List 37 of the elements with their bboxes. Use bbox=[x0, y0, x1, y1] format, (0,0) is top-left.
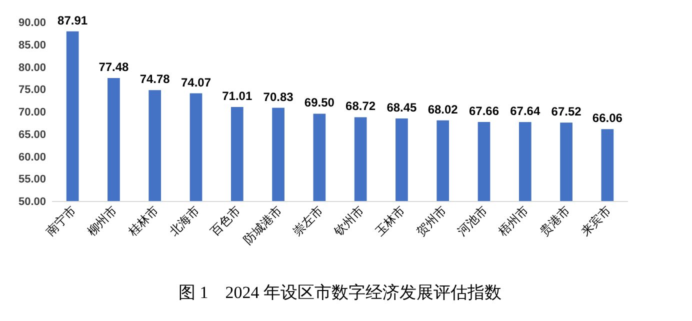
x-tick-label: 贵港市 bbox=[537, 203, 572, 239]
data-label: 67.52 bbox=[551, 104, 582, 119]
x-tick-label: 河池市 bbox=[454, 203, 490, 239]
x-tick-label: 玉林市 bbox=[372, 203, 408, 239]
x-tick-label: 北海市 bbox=[166, 203, 202, 239]
data-label: 68.45 bbox=[386, 100, 418, 114]
data-label: 66.06 bbox=[592, 111, 623, 126]
text: 图 1 2024 年设区市数字经济发展评估指数 bbox=[178, 283, 502, 302]
y-tick-label: 60.00 bbox=[18, 151, 46, 164]
y-tick-label: 50.00 bbox=[18, 196, 46, 208]
x-tick-label: 梧州市 bbox=[495, 203, 532, 240]
x-tick-label: 贺州市 bbox=[414, 203, 449, 239]
data-label: 69.50 bbox=[304, 96, 335, 110]
y-tick-label: 90.00 bbox=[18, 17, 46, 29]
x-tick-label: 崇左市 bbox=[290, 203, 326, 239]
data-label: 87.91 bbox=[58, 13, 88, 28]
y-tick-label: 85.00 bbox=[18, 39, 46, 52]
data-label: 67.64 bbox=[510, 104, 540, 118]
x-tick-label: 柳州市 bbox=[84, 203, 120, 239]
y-tick-label: 55.00 bbox=[18, 174, 46, 186]
data-label: 71.01 bbox=[222, 88, 252, 103]
data-label: 74.07 bbox=[180, 75, 212, 90]
data-label: 68.72 bbox=[346, 99, 376, 114]
y-tick-label: 75.00 bbox=[18, 84, 46, 96]
y-tick-label: 80.00 bbox=[18, 62, 46, 74]
data-label: 67.66 bbox=[468, 104, 500, 118]
x-tick-label: 来宾市 bbox=[578, 203, 614, 239]
y-tick-label: 70.00 bbox=[18, 106, 46, 118]
data-label: 70.83 bbox=[263, 90, 294, 104]
x-tick-label: 防城港市 bbox=[240, 203, 284, 248]
data-label: 74.78 bbox=[140, 72, 170, 86]
data-label: 77.48 bbox=[98, 60, 130, 74]
data-label: 68.02 bbox=[428, 102, 458, 116]
x-tick-label: 钦州市 bbox=[330, 203, 367, 240]
x-tick-label: 百色市 bbox=[208, 203, 244, 239]
y-tick-label: 65.00 bbox=[18, 128, 46, 141]
x-tick-label: 桂林市 bbox=[124, 203, 161, 240]
